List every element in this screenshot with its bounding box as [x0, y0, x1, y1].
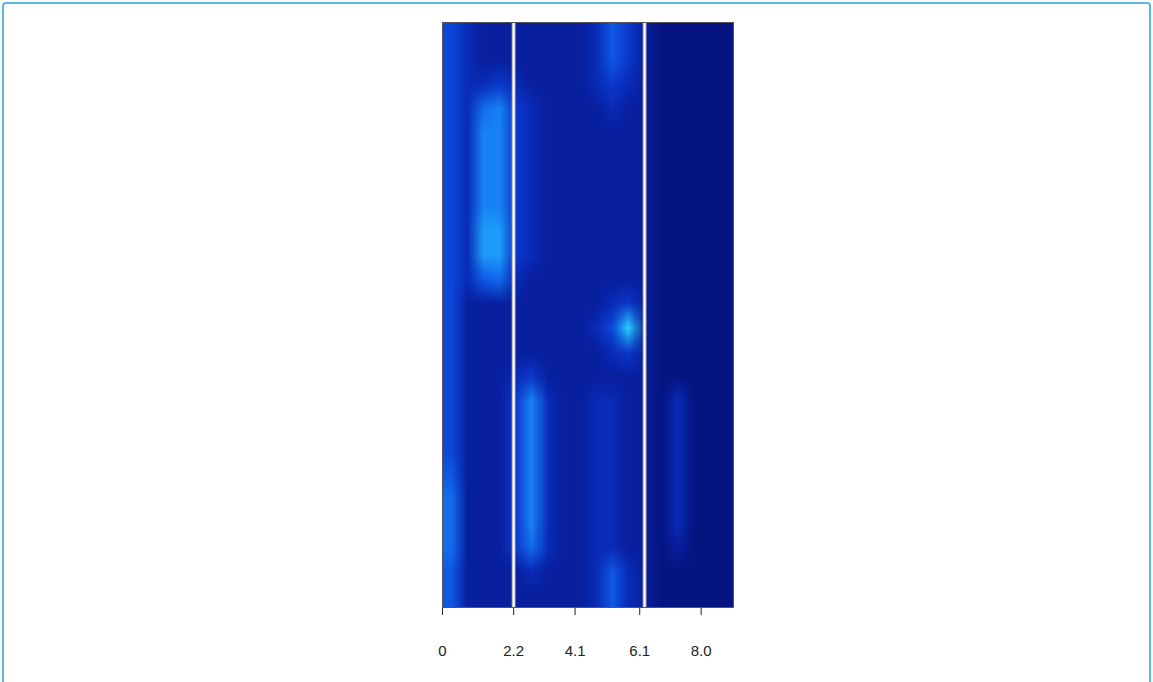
svg-text:2.2: 2.2 — [503, 642, 524, 659]
svg-text:4.1: 4.1 — [565, 642, 586, 659]
svg-text:8.0: 8.0 — [691, 642, 712, 659]
svg-text:6.1: 6.1 — [629, 642, 650, 659]
svg-text:0: 0 — [438, 642, 446, 659]
